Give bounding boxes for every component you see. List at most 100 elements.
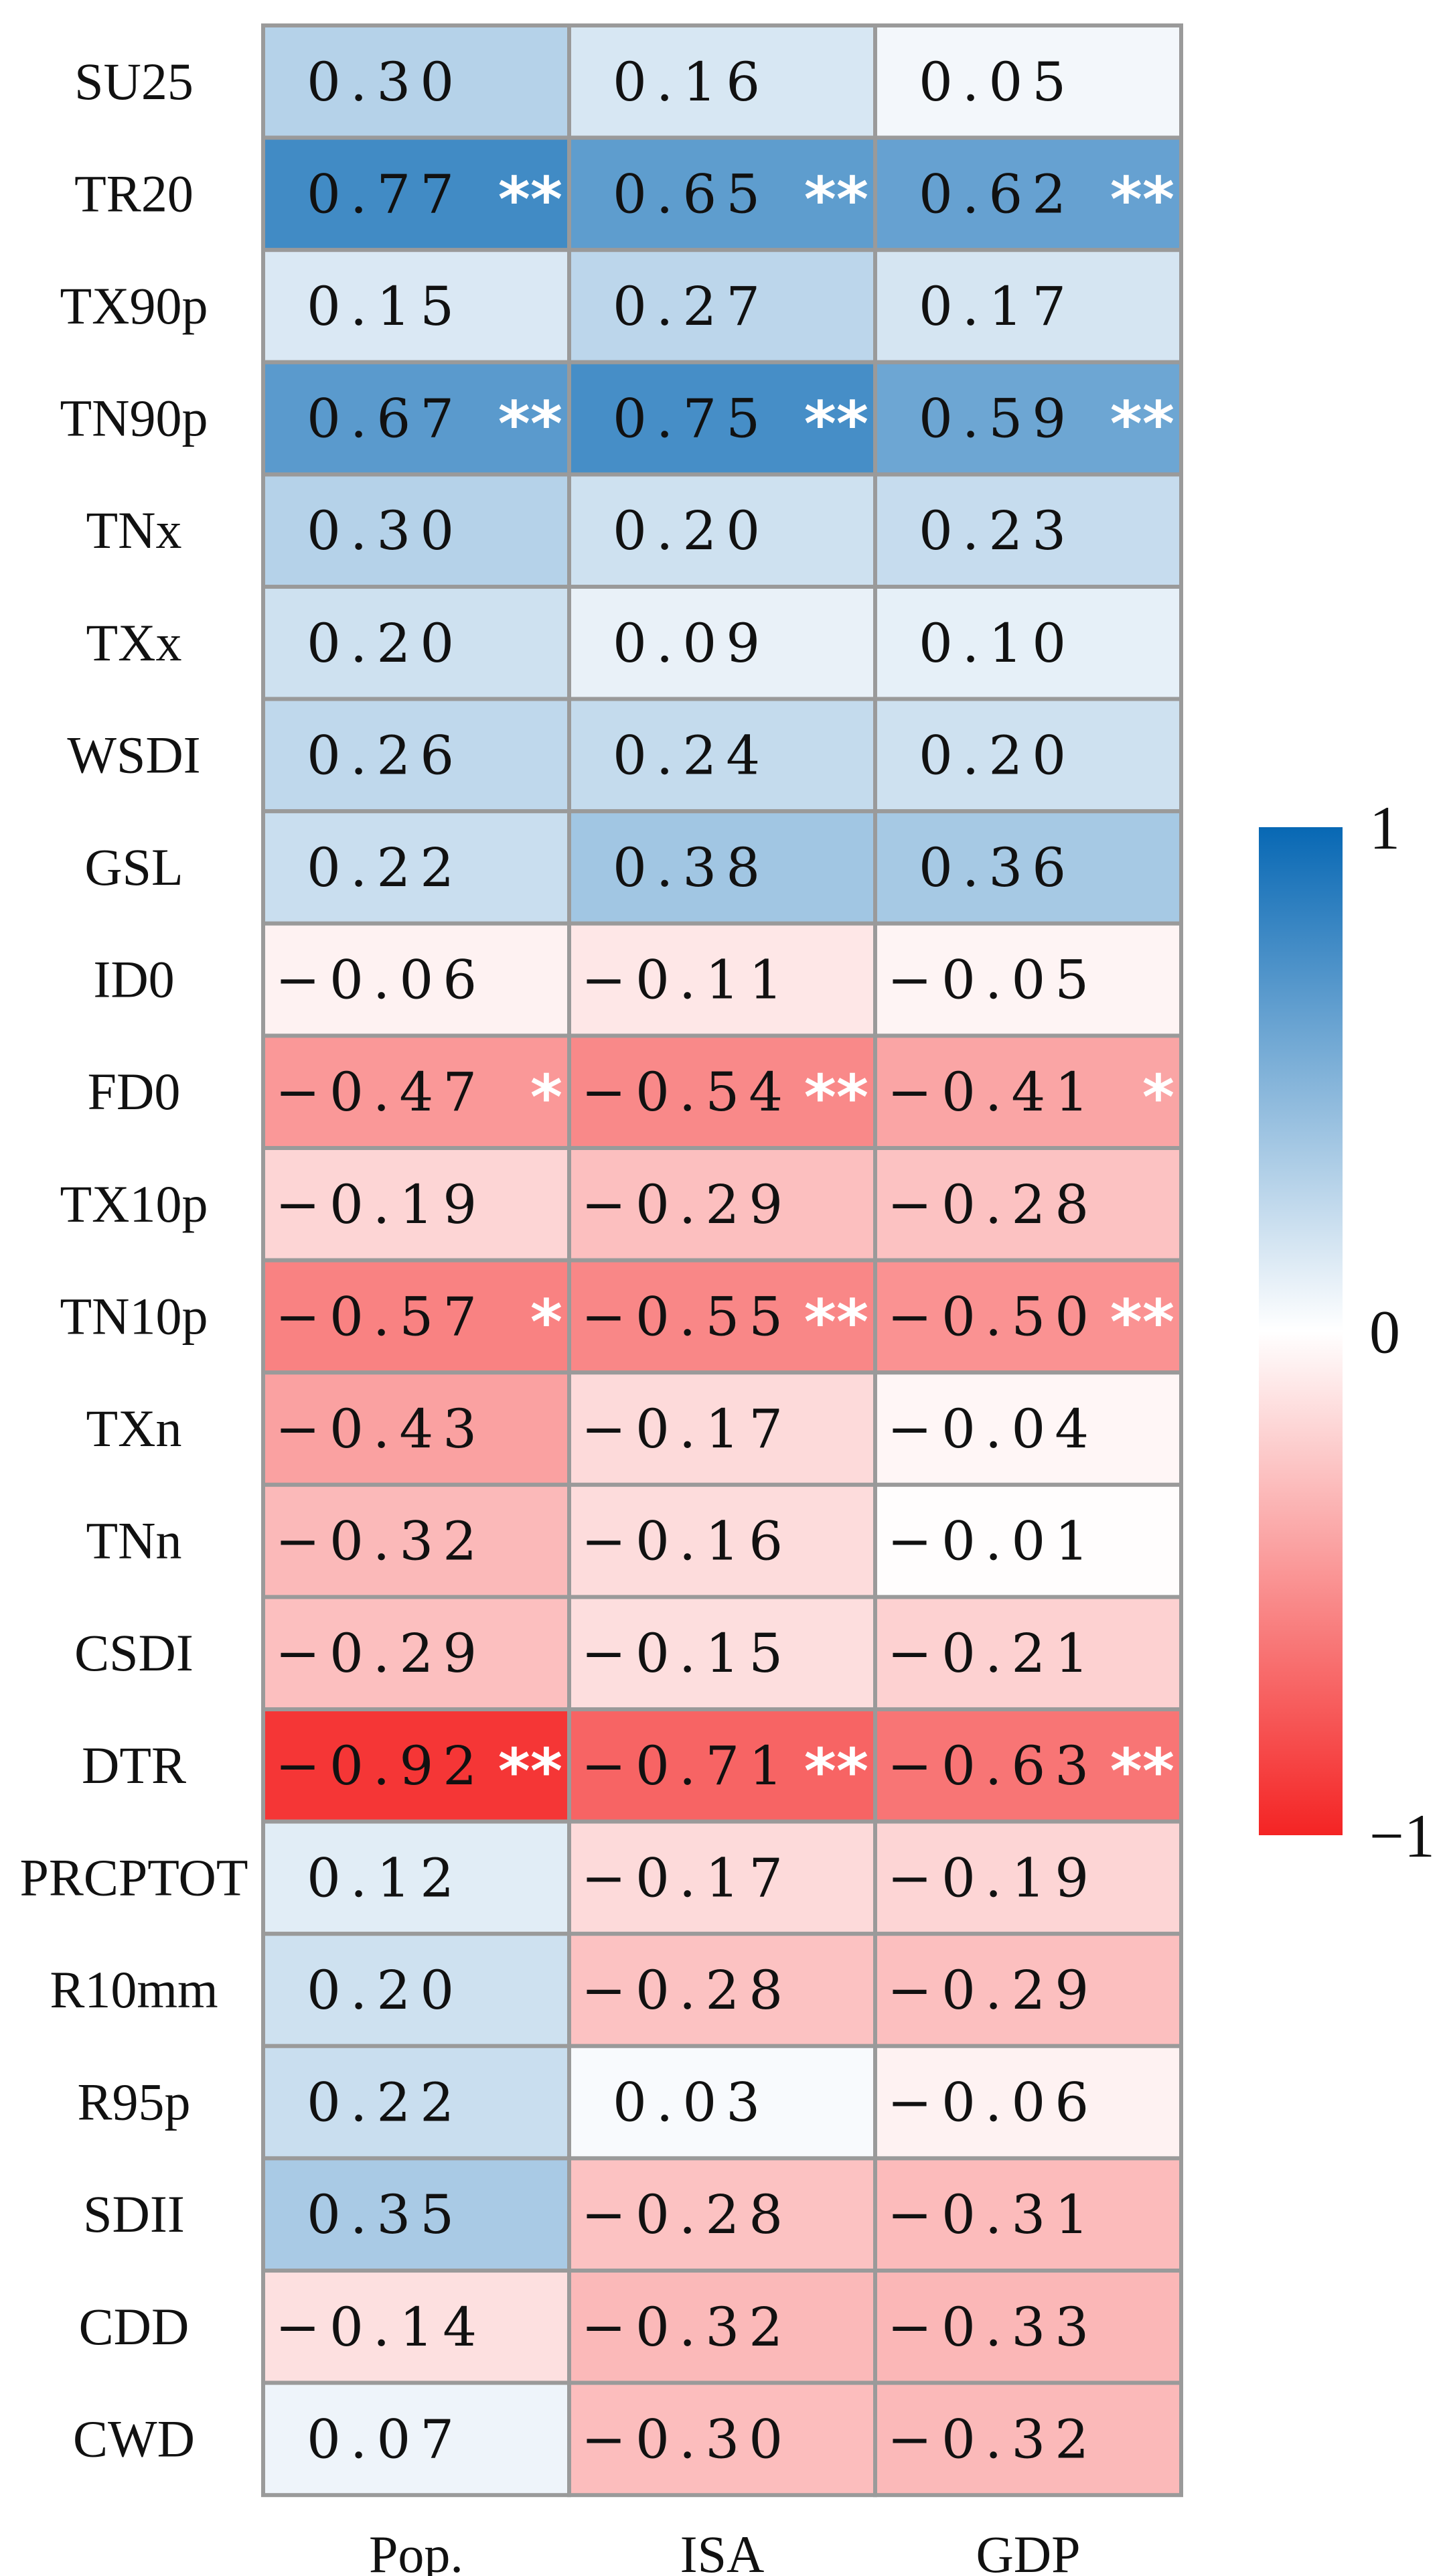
heatmap-cell (261, 23, 571, 140)
cell-value-label: −0.29 (275, 1622, 486, 1685)
row-label: PRCPTOT (19, 1848, 248, 1906)
heatmap-cell (261, 2380, 571, 2498)
heatmap-cell (567, 2044, 877, 2161)
heatmap-cells (261, 23, 1183, 2498)
cell-value-label: −0.50 (887, 1285, 1098, 1348)
cell-value-label: −0.71 (581, 1735, 792, 1797)
cell-value-label: −0.06 (887, 2072, 1098, 2134)
cell-value-label: −0.15 (581, 1622, 792, 1685)
row-label: FD0 (88, 1062, 181, 1121)
cell-value-label: −0.11 (581, 949, 792, 1011)
heatmap-cell (567, 1932, 877, 2048)
heatmap-cell (873, 360, 1183, 477)
heatmap-cell (261, 2269, 571, 2385)
column-label: GDP (976, 2525, 1080, 2576)
colorbar-tick-label: 0 (1369, 1298, 1400, 1366)
cell-value-label: −0.06 (275, 949, 486, 1011)
cell-value-label: 0.36 (919, 837, 1075, 899)
heatmap-cell (261, 1482, 571, 1599)
cell-value-label: −0.16 (581, 1510, 792, 1573)
heatmap-cell (261, 1707, 571, 1824)
heatmap-cell (567, 697, 877, 814)
heatmap-cell (567, 809, 877, 926)
cell-value-label: 0.15 (307, 275, 463, 338)
cell-value-label: 0.26 (307, 724, 463, 786)
cell-value-label: −0.54 (581, 1061, 792, 1123)
significance-marker: ** (498, 163, 562, 235)
row-label: R10mm (50, 1960, 218, 2019)
cell-value-label: 0.22 (307, 2072, 463, 2134)
significance-marker: ** (1110, 1286, 1174, 1358)
heatmap-cell (567, 1819, 877, 1936)
cell-value-label: −0.21 (887, 1622, 1098, 1685)
significance-marker: ** (1110, 163, 1174, 235)
cell-value-label: 0.62 (919, 163, 1075, 225)
heatmap-cell (567, 1033, 877, 1151)
heatmap-cell (261, 2044, 571, 2161)
cell-value-label: −0.55 (581, 1285, 792, 1348)
heatmap-cell (567, 23, 877, 140)
cell-value-label: −0.28 (581, 2184, 792, 2246)
cell-value-label: −0.01 (887, 1510, 1098, 1573)
cell-value-label: −0.33 (887, 2296, 1098, 2358)
column-label: ISA (680, 2525, 765, 2576)
significance-marker: * (530, 1062, 562, 1133)
cell-value-label: 0.75 (613, 388, 769, 450)
heatmap-cell (873, 921, 1183, 1038)
cell-value-label: −0.14 (275, 2296, 486, 2358)
heatmap-cell (261, 809, 571, 926)
row-label: CWD (73, 2409, 195, 2467)
row-label: CSDI (74, 1624, 194, 1682)
cell-value-label: 0.10 (919, 612, 1075, 674)
cell-value-label: 0.67 (307, 388, 463, 450)
cell-value-label: −0.32 (887, 2408, 1098, 2470)
heatmap-cell (873, 1932, 1183, 2048)
row-label: TX90p (60, 277, 208, 335)
cell-value-label: −0.17 (581, 1398, 792, 1460)
significance-marker: ** (804, 1735, 868, 1807)
cell-value-label: −0.63 (887, 1735, 1098, 1797)
cell-value-label: −0.92 (275, 1735, 486, 1797)
cell-value-label: −0.32 (275, 1510, 486, 1573)
row-label: TN10p (60, 1287, 208, 1345)
cell-value-label: 0.24 (613, 724, 769, 786)
cell-value-label: −0.47 (275, 1061, 486, 1123)
cell-value-label: −0.29 (887, 1959, 1098, 2021)
row-label: CDD (79, 2297, 189, 2356)
cell-value-label: −0.19 (275, 1173, 486, 1236)
row-labels: SU25 TR20 TX90p TN90p TNx TXx WSDI GSL ID0 FD0 TX1… (19, 52, 248, 2468)
cell-value-label: 0.35 (307, 2184, 463, 2246)
cell-value-label: −0.19 (887, 1847, 1098, 1909)
row-label: GSL (84, 838, 183, 896)
heatmap-cell (567, 472, 877, 589)
cell-value-label: −0.32 (581, 2296, 792, 2358)
row-label: TXx (86, 614, 182, 672)
significance-marker: ** (1110, 388, 1174, 460)
heatmap-cell (261, 1033, 571, 1151)
column-labels: Pop. ISA GDP (369, 2525, 1080, 2576)
cell-value-label: 0.30 (307, 51, 463, 113)
heatmap-cell (873, 1819, 1183, 1936)
cell-value-label: 0.20 (307, 1959, 463, 2021)
heatmap-cell (873, 697, 1183, 814)
heatmap-cell (261, 1370, 571, 1487)
heatmap-cell (873, 1370, 1183, 1487)
cell-value-label: −0.31 (887, 2184, 1098, 2246)
significance-marker: ** (498, 388, 562, 460)
cell-value-label: 0.77 (307, 163, 463, 225)
heatmap-cell (261, 697, 571, 814)
cell-value-label: 0.20 (307, 612, 463, 674)
heatmap-cell (873, 1146, 1183, 1263)
cell-value-label: 0.16 (613, 51, 769, 113)
cell-value-label: −0.41 (887, 1061, 1098, 1123)
cell-value-label: −0.17 (581, 1847, 792, 1909)
heatmap-cell (261, 585, 571, 701)
cell-value-label: 0.12 (307, 1847, 463, 1909)
cell-value-label: −0.43 (275, 1398, 486, 1460)
heatmap-cell (567, 585, 877, 701)
heatmap-cell (873, 809, 1183, 926)
heatmap-cell (567, 248, 877, 364)
cell-value-label: 0.38 (613, 837, 769, 899)
row-label: TX10p (60, 1175, 208, 1233)
